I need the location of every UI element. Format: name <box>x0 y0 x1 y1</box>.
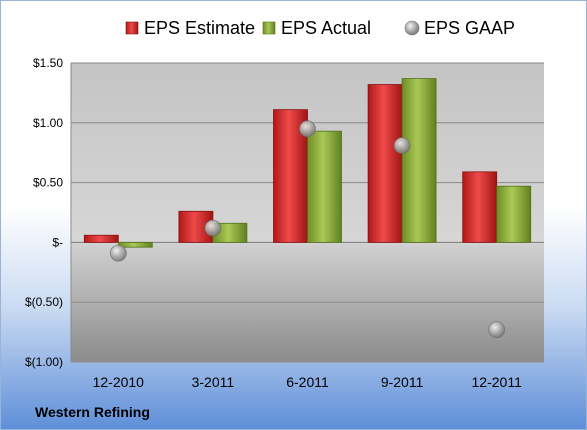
gaap-marker <box>488 321 506 339</box>
x-tick-label: 12-2011 <box>472 374 523 390</box>
estimate-bar <box>367 84 403 243</box>
x-tick-label: 6-2011 <box>286 374 329 390</box>
legend-label: EPS GAAP <box>424 18 515 38</box>
legend-label: EPS Actual <box>281 18 371 38</box>
legend-label: EPS Estimate <box>144 18 255 38</box>
actual-bar <box>117 241 153 248</box>
estimate-bar <box>462 171 498 243</box>
legend-gaap-swatch <box>404 20 420 36</box>
x-tick-label: 12-2010 <box>93 374 145 390</box>
company-name: Western Refining <box>35 404 150 420</box>
actual-bar <box>401 78 437 243</box>
legend: EPS Estimate EPS Actual EPS GAAP <box>125 18 515 38</box>
y-tick-label: $0.50 <box>33 176 63 190</box>
legend-estimate-swatch <box>125 21 139 35</box>
actual-bar <box>307 130 342 243</box>
legend-actual-swatch <box>262 21 276 35</box>
gaap-marker <box>204 219 222 237</box>
y-axis: $1.50 $1.00 $0.50 $- $(0.50) $(1.00) <box>25 56 63 369</box>
gaap-marker <box>393 137 411 154</box>
y-tick-label: $1.00 <box>33 116 63 130</box>
x-tick-label: 9-2011 <box>381 374 424 390</box>
x-axis: 12-2010 3-2011 6-2011 9-2011 12-2011 <box>93 374 522 390</box>
x-tick-label: 3-2011 <box>192 374 235 390</box>
gaap-marker <box>109 244 127 262</box>
estimate-bar <box>83 234 119 243</box>
y-tick-label: $- <box>52 235 63 249</box>
actual-bar <box>496 185 532 243</box>
y-tick-label: $1.50 <box>33 56 63 70</box>
y-tick-label: $(0.50) <box>25 295 63 309</box>
gaap-markers <box>109 120 506 339</box>
y-tick-label: $(1.00) <box>25 355 63 369</box>
gaap-marker <box>299 120 316 138</box>
